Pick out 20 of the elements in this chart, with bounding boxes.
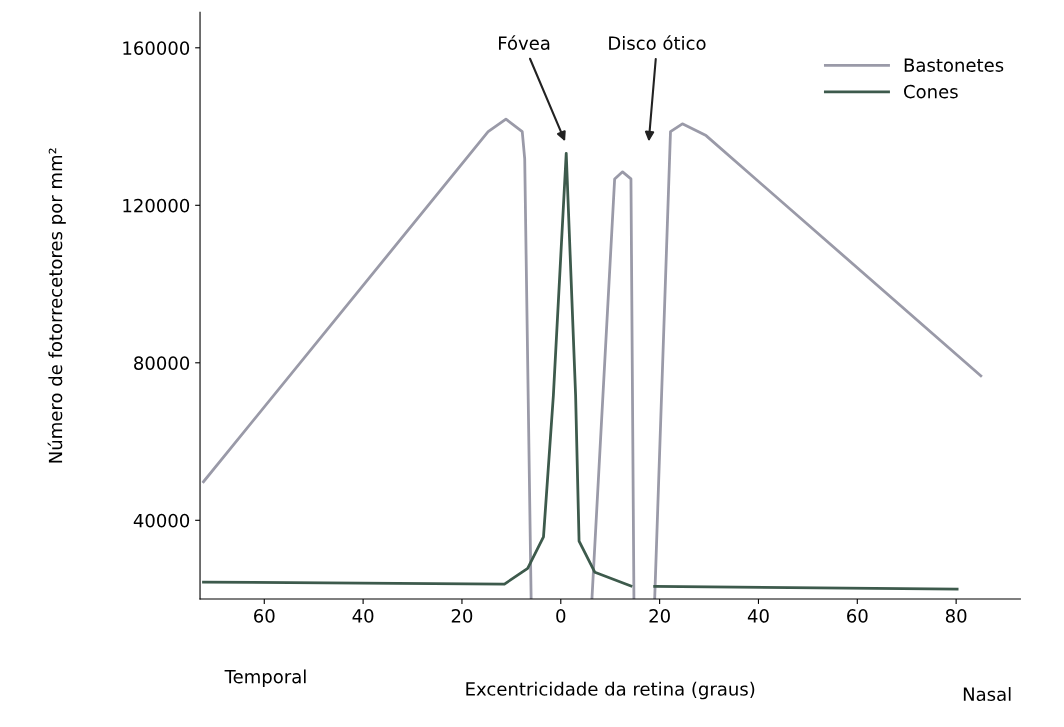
x-tick-label: 80: [945, 609, 967, 623]
x-axis-title: Excentricidade da retina (graus): [466, 681, 755, 700]
y-tick-label: 120000: [123, 198, 190, 213]
x-tick-label: 20: [451, 609, 473, 623]
x-tick-label: 60: [847, 609, 868, 623]
y-tick-label: 160000: [123, 41, 190, 55]
x-tick-label: 40: [352, 609, 374, 623]
x-tick-label: 0: [556, 609, 566, 623]
annotation: Fóvea: [499, 35, 550, 50]
x-tick-label: 20: [649, 609, 670, 623]
text: Temporal: [224, 669, 306, 687]
y-tick-label: 80000: [134, 356, 190, 370]
annotation: Disco ótico: [609, 35, 706, 50]
x-tick-label: 40: [747, 609, 769, 623]
y-tick-label: 40000: [133, 513, 190, 528]
x-tick-label: 60: [254, 609, 275, 623]
y-axis-title: Número de fotorrecetores por mm²: [47, 148, 66, 463]
legend-label: Cones: [904, 84, 958, 99]
text: Nasal: [963, 687, 1011, 702]
legend-label: Bastonetes: [904, 58, 1004, 72]
